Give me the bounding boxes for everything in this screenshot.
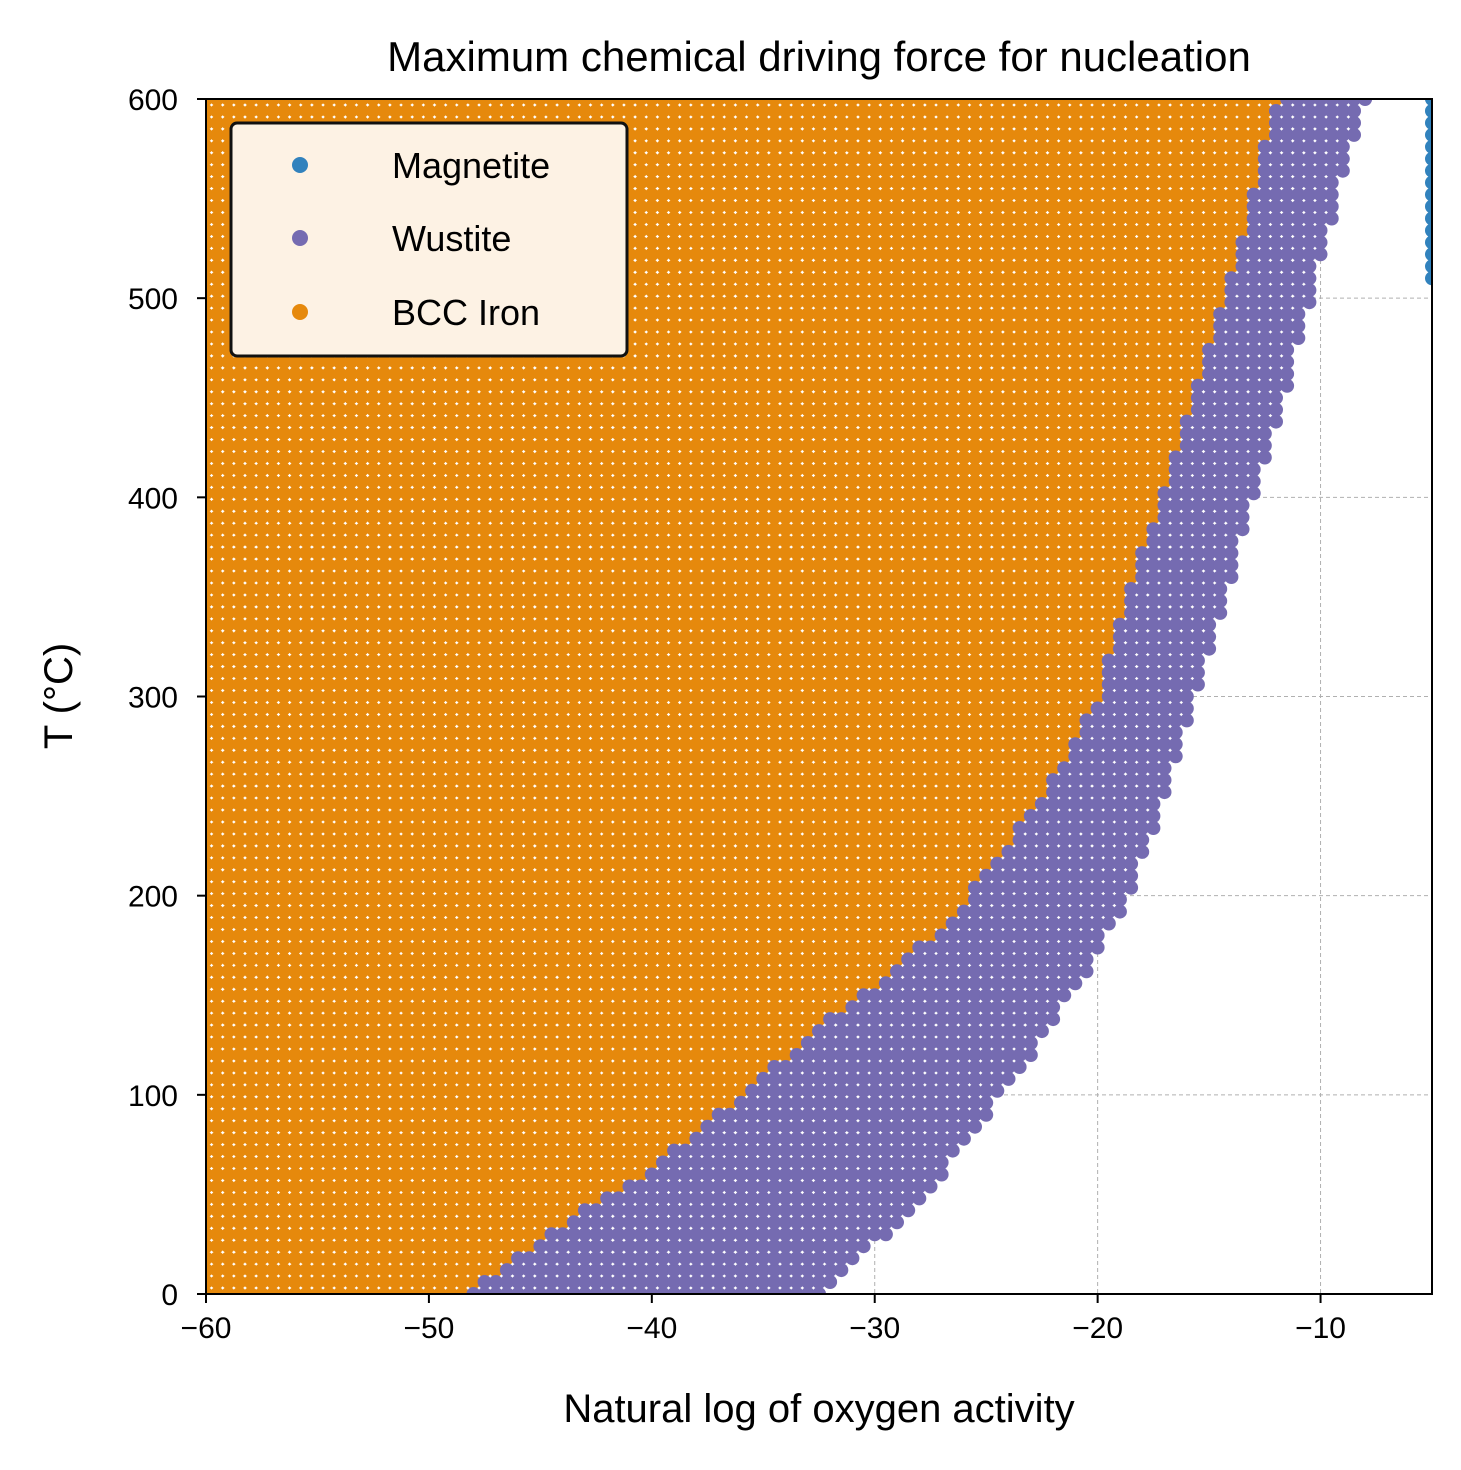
chart-svg: −60−50−40−30−20−100100200300400500600 Ma… <box>0 0 1461 1465</box>
chart-container: −60−50−40−30−20−100100200300400500600 Ma… <box>0 0 1461 1465</box>
